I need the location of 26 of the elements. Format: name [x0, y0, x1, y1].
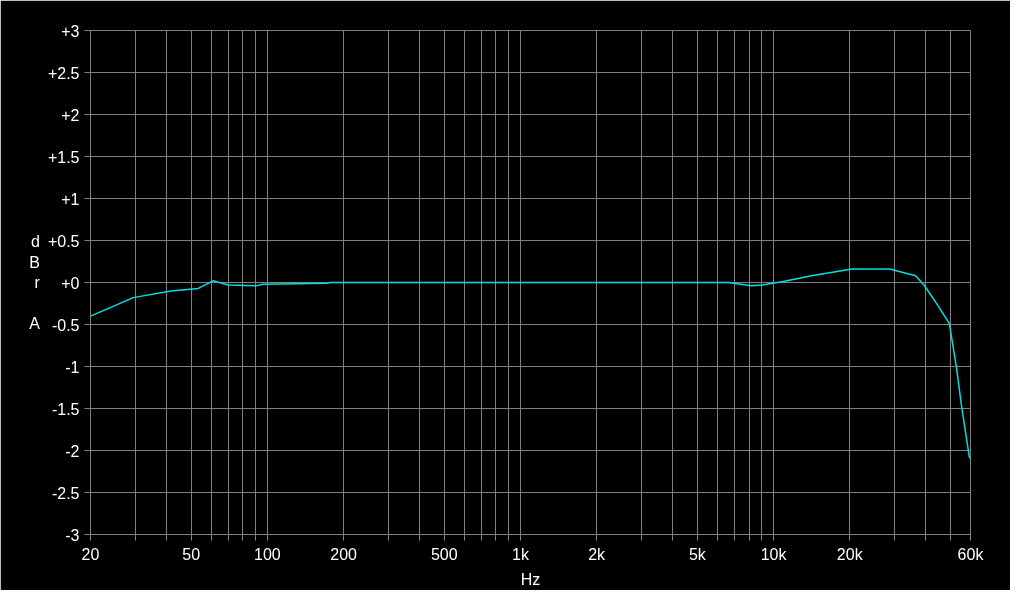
x-tick-label: 2k: [588, 545, 607, 563]
y-tick-label: -2: [65, 442, 80, 460]
y-tick-label: +0.5: [47, 232, 80, 250]
y-tick-label: +1.5: [47, 148, 80, 166]
y-tick-label: -1.5: [51, 400, 80, 418]
y-tick-label: -2.5: [51, 484, 80, 502]
y-tick-label: +0: [61, 274, 80, 292]
y-tick-label: -3: [65, 526, 80, 544]
x-tick-label: 200: [330, 545, 358, 563]
x-tick-label: 10k: [760, 545, 788, 563]
x-tick-label: 500: [430, 545, 458, 563]
x-tick-label: 100: [254, 545, 281, 563]
y-tick-label: +2.5: [47, 64, 80, 82]
x-tick-label: 1k: [512, 545, 530, 563]
text: dBr A: [29, 233, 40, 332]
x-tick-label: 5k: [688, 545, 707, 563]
x-tick-label: 50: [182, 545, 201, 563]
x-axis-title: Hz: [520, 570, 541, 588]
y-tick-label: +3: [61, 22, 80, 40]
x-tick-label: 20: [81, 545, 100, 563]
y-tick-label: +2: [61, 106, 80, 124]
x-tick-label: 60k: [957, 545, 985, 563]
y-tick-label: -1: [65, 358, 80, 376]
y-tick-label: +1: [61, 190, 80, 208]
x-tick-label: 20k: [836, 545, 864, 563]
y-tick-label: -0.5: [51, 316, 80, 334]
